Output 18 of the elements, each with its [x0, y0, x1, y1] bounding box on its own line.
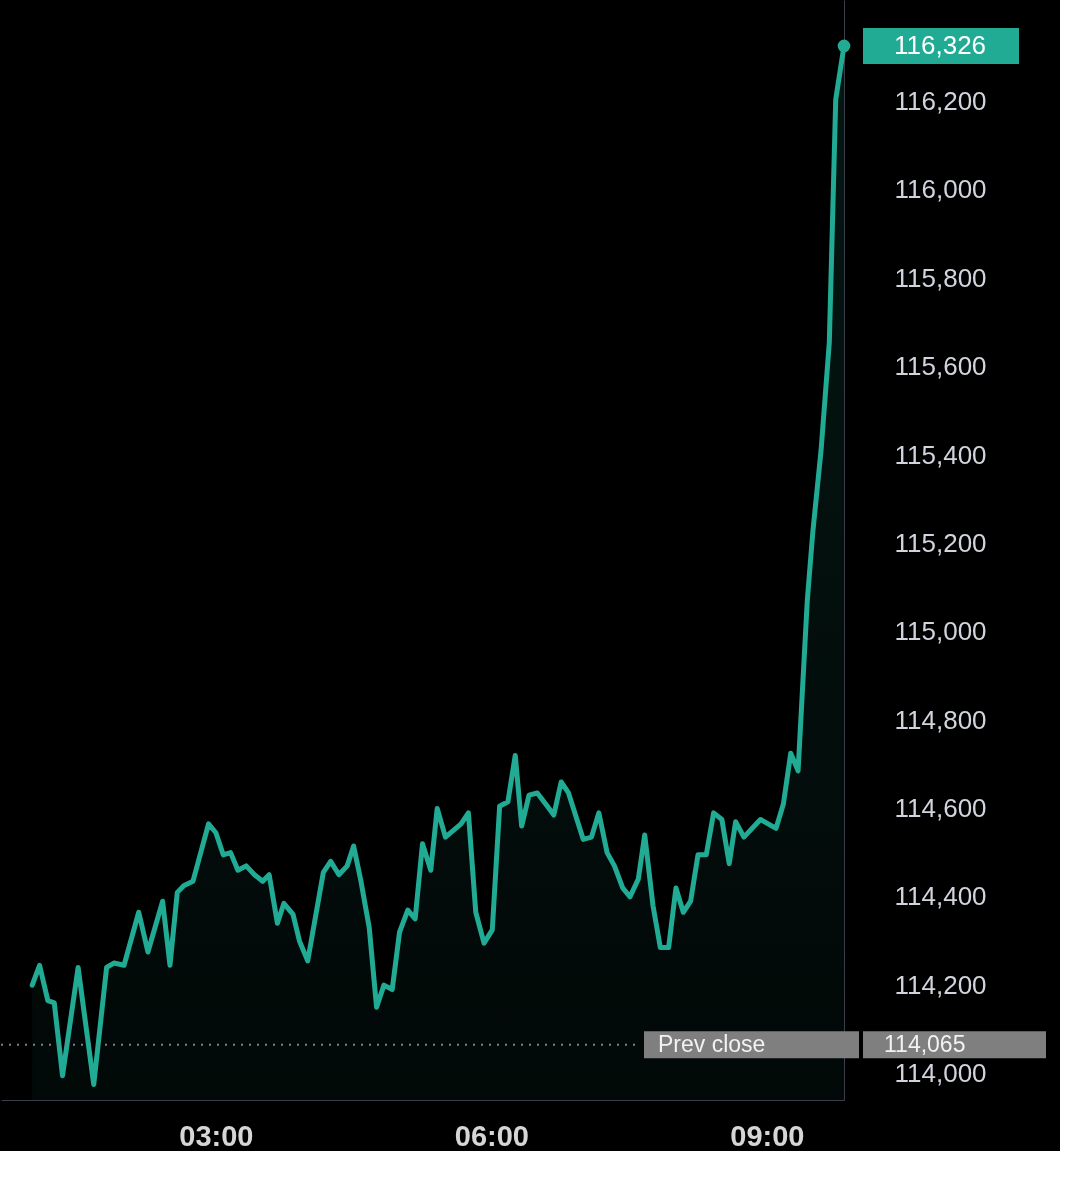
y-tick-label: 114,600: [894, 792, 987, 823]
y-tick-label: 114,800: [894, 704, 987, 735]
y-tick-label: 115,000: [894, 616, 987, 647]
y-tick-label: 114,400: [894, 881, 987, 912]
y-tick-label: 115,800: [894, 262, 987, 293]
y-tick-label: 114,200: [894, 969, 987, 1000]
x-tick-label: 03:00: [179, 1119, 254, 1152]
y-tick-label: 116,200: [894, 86, 987, 117]
text: 114,065: [884, 1030, 966, 1057]
ref-line-label: Prev close: [658, 1030, 766, 1057]
y-tick-label: 116,000: [894, 174, 987, 205]
x-tick-label: 09:00: [730, 1119, 805, 1152]
annotation: 116,326: [894, 29, 987, 60]
y-tick-label: 115,600: [894, 351, 987, 382]
y-tick-label: 115,400: [894, 439, 987, 470]
y-tick-label: 115,200: [894, 527, 987, 558]
x-tick-label: 06:00: [454, 1119, 529, 1152]
y-tick-label: 114,000: [894, 1057, 987, 1088]
